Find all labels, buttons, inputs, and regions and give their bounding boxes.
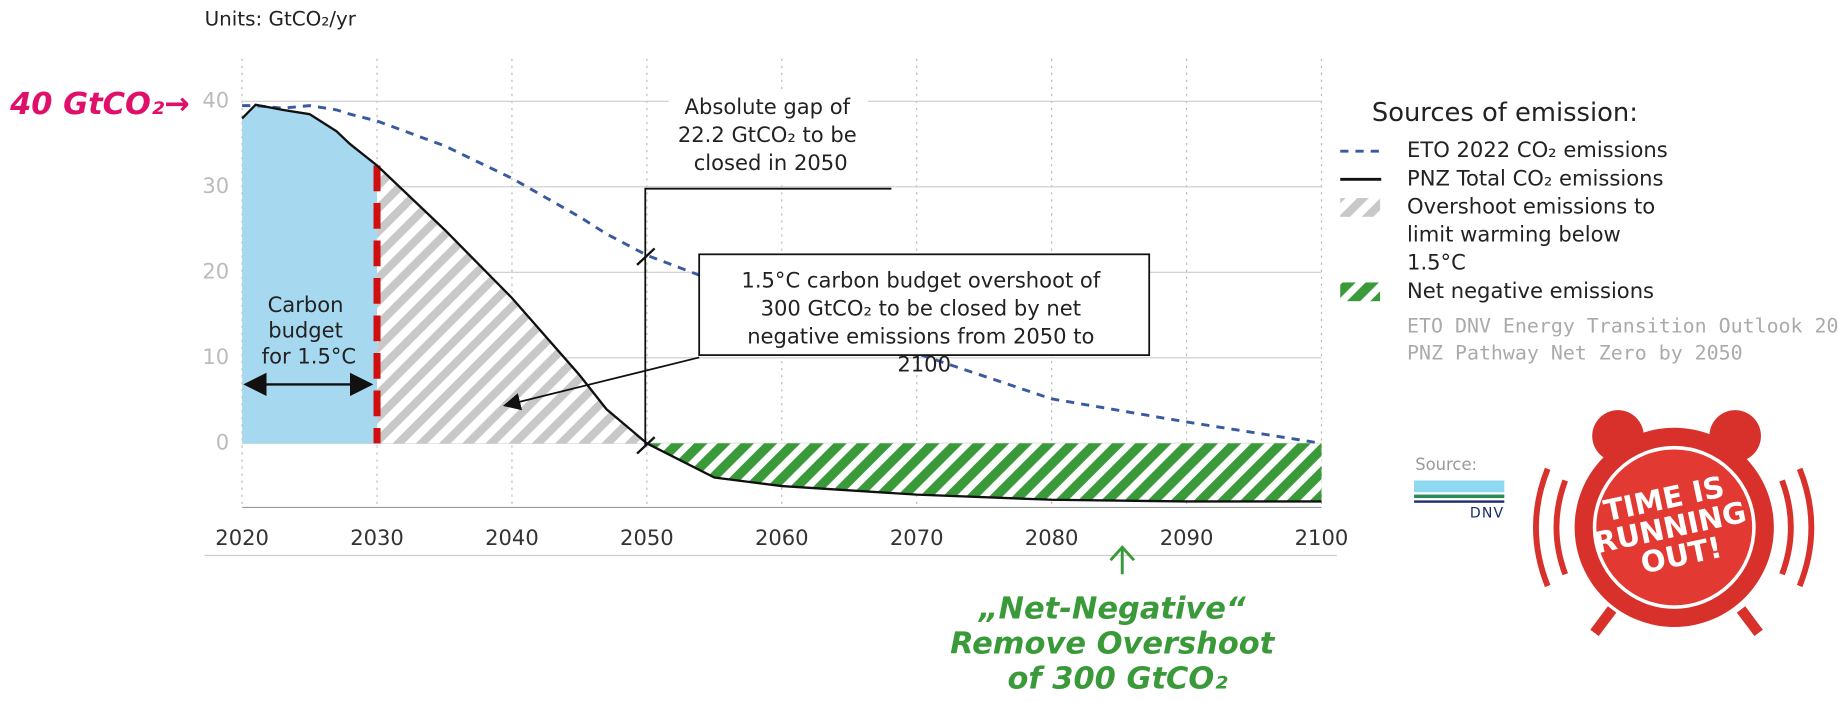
x-tick-label: 2050 [620, 525, 674, 550]
x-tick-label: 2030 [350, 525, 404, 550]
source: Source: [1415, 455, 1477, 474]
alarm-clock [1533, 410, 1815, 637]
legend-label: Net negative emissions [1407, 278, 1654, 303]
carbon-budget-label: Carbon budget for 1.5°C [262, 292, 356, 369]
x-tick-label: 2040 [485, 525, 539, 550]
logo: DNV [1470, 505, 1504, 521]
series-line [241, 103, 1322, 503]
x-tick-label: 2100 [1295, 525, 1349, 550]
legend-label: ETO 2022 CO₂ emissions [1407, 137, 1668, 162]
logo-bar [1414, 480, 1505, 493]
gap-box [668, 91, 868, 183]
x-tick-label: 2070 [890, 525, 944, 550]
overshoot-box [698, 253, 1151, 356]
x-tick-label: 2090 [1160, 525, 1214, 550]
definition: PNZ Pathway Net Zero by 2050 [1407, 341, 1743, 364]
overshoot-text: 1.5°C carbon budget overshoot of 300 GtC… [741, 267, 1107, 376]
y-tick-label: 0 [216, 429, 229, 454]
arrow [502, 356, 700, 411]
logo-bar [1414, 500, 1505, 503]
callout-left: 40 GtCO₂→ [9, 87, 190, 122]
break [636, 436, 656, 455]
y-tick-label: 30 [202, 173, 229, 198]
units: Units: GtCO₂/yr [205, 7, 357, 30]
legend-label: PNZ Total CO₂ emissions [1407, 165, 1663, 190]
y-tick-label: 20 [202, 258, 229, 283]
x-tick-label: 2080 [1025, 525, 1079, 550]
y-tick-label: 10 [202, 344, 229, 369]
gap-bracket [644, 187, 892, 446]
gap-text: Absolute gap of 22.2 GtCO₂ to be closed … [678, 94, 864, 175]
area [242, 104, 378, 444]
area [646, 443, 1322, 502]
definition: ETO DNV Energy Transition Outlook 2022 [1407, 314, 1839, 337]
logo-bar [1414, 494, 1505, 499]
series-line [242, 104, 1322, 445]
x-tick-label: 2020 [215, 525, 269, 550]
legend-swatch [1340, 198, 1381, 217]
y-tick-label: 40 [202, 87, 229, 112]
break [636, 247, 656, 266]
legend-swatch [1340, 282, 1381, 302]
callout-bottom: „Net-Negative“ Remove Overshoot of 300 G… [950, 591, 1285, 696]
x-tick-label: 2060 [755, 525, 809, 550]
legend-label: Overshoot emissions to limit warming bel… [1407, 193, 1662, 274]
legend-title: Sources of emission: [1372, 98, 1638, 128]
up-arrow-head [1109, 545, 1136, 562]
area [377, 165, 647, 444]
